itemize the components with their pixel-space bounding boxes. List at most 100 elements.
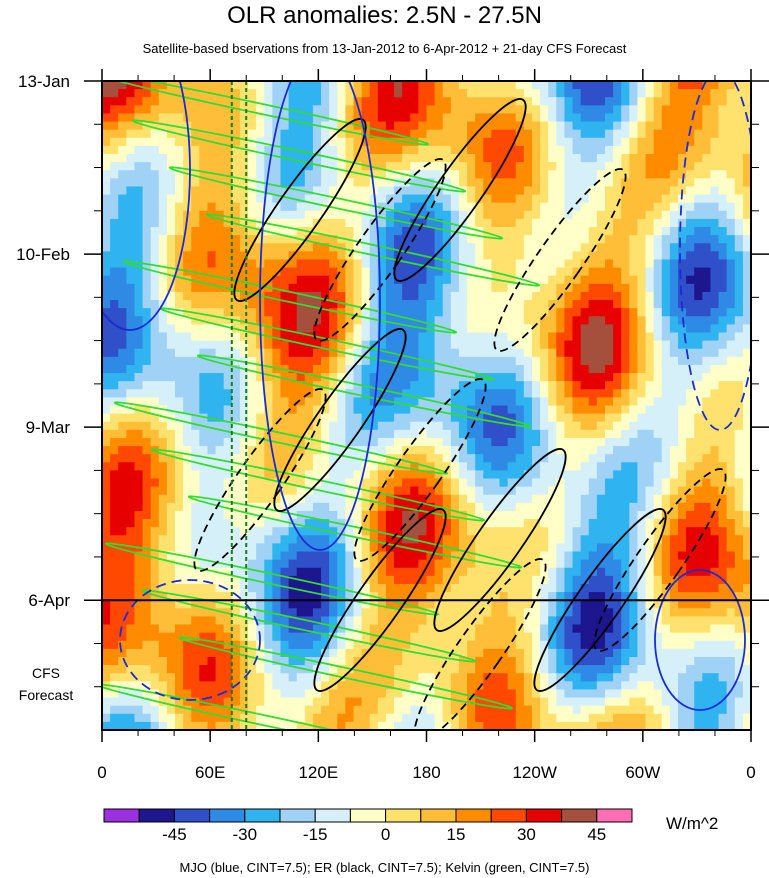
- heatmap-cell: [215, 454, 225, 463]
- heatmap-cell: [523, 186, 533, 196]
- heatmap-cell: [718, 170, 728, 179]
- heatmap-cell: [150, 89, 160, 98]
- heatmap-cell: [596, 121, 606, 131]
- heatmap-cell: [531, 527, 541, 536]
- heatmap-cell: [264, 259, 273, 269]
- heatmap-cell: [329, 259, 338, 269]
- heatmap-cell: [475, 381, 484, 390]
- heatmap-cell: [248, 227, 257, 236]
- heatmap-cell: [694, 194, 703, 204]
- heatmap-cell: [450, 202, 460, 212]
- heatmap-cell: [248, 470, 257, 480]
- heatmap-cell: [556, 283, 566, 293]
- heatmap-cell: [231, 519, 241, 528]
- heatmap-cell: [458, 267, 468, 277]
- heatmap-cell: [556, 510, 566, 520]
- heatmap-cell: [686, 202, 695, 212]
- heatmap-cell: [540, 81, 549, 90]
- heatmap-cell: [312, 210, 322, 220]
- heatmap-cell: [726, 324, 736, 334]
- heatmap-cell: [175, 535, 184, 545]
- heatmap-cell: [102, 243, 111, 252]
- heatmap-cell: [661, 227, 671, 236]
- heatmap-cell: [418, 259, 428, 269]
- heatmap-cell: [613, 316, 622, 325]
- heatmap-cell: [580, 405, 590, 415]
- heatmap-cell: [499, 170, 509, 179]
- heatmap-cell: [337, 535, 346, 545]
- heatmap-cell: [483, 510, 492, 520]
- heatmap-cell: [361, 308, 371, 317]
- heatmap-cell: [264, 251, 273, 261]
- heatmap-cell: [102, 113, 111, 123]
- heatmap-cell: [645, 170, 655, 179]
- heatmap-cell: [742, 356, 751, 366]
- heatmap-cell: [564, 405, 574, 415]
- heatmap-cell: [629, 259, 639, 269]
- heatmap-cell: [742, 462, 751, 471]
- heatmap-cell: [661, 137, 671, 147]
- heatmap-cell: [329, 519, 338, 528]
- heatmap-cell: [604, 129, 614, 139]
- heatmap-cell: [118, 105, 127, 115]
- heatmap-cell: [223, 210, 233, 220]
- heatmap-cell: [304, 381, 314, 390]
- heatmap-cell: [515, 243, 525, 252]
- heatmap-cell: [629, 283, 639, 293]
- heatmap-cell: [118, 527, 127, 536]
- heatmap-cell: [491, 494, 501, 504]
- heatmap-cell: [304, 373, 314, 382]
- heatmap-cell: [288, 324, 298, 334]
- heatmap-cell: [385, 129, 395, 139]
- heatmap-cell: [215, 154, 225, 163]
- heatmap-cell: [523, 121, 533, 131]
- heatmap-cell: [621, 364, 630, 374]
- heatmap-cell: [726, 405, 736, 415]
- heatmap-cell: [499, 519, 509, 528]
- heatmap-cell: [596, 437, 606, 447]
- heatmap-cell: [734, 105, 744, 115]
- heatmap-cell: [661, 405, 671, 415]
- heatmap-cell: [126, 381, 136, 390]
- heatmap-cell: [118, 259, 127, 269]
- heatmap-cell: [572, 243, 582, 252]
- heatmap-cell: [199, 454, 209, 463]
- heatmap-cell: [134, 494, 144, 504]
- heatmap-cell: [199, 470, 209, 480]
- heatmap-cell: [661, 446, 671, 455]
- heatmap-cell: [499, 145, 509, 155]
- heatmap-cell: [613, 202, 622, 212]
- heatmap-cell: [150, 478, 160, 488]
- heatmap-cell: [637, 502, 647, 512]
- heatmap-cell: [540, 478, 549, 488]
- heatmap-cell: [272, 210, 282, 220]
- heatmap-cell: [385, 218, 395, 228]
- heatmap-cell: [726, 486, 736, 496]
- heatmap-cell: [548, 210, 557, 220]
- heatmap-cell: [507, 535, 517, 545]
- heatmap-cell: [604, 202, 614, 212]
- heatmap-cell: [653, 243, 663, 252]
- heatmap-cell: [418, 154, 428, 163]
- heatmap-cell: [377, 113, 387, 123]
- heatmap-cell: [710, 478, 720, 488]
- heatmap-cell: [304, 283, 314, 293]
- heatmap-cell: [710, 97, 720, 106]
- heatmap-cell: [207, 478, 217, 488]
- heatmap-cell: [434, 194, 444, 204]
- heatmap-cell: [588, 283, 598, 293]
- heatmap-cell: [677, 218, 687, 228]
- heatmap-cell: [458, 519, 468, 528]
- heatmap-cell: [126, 527, 136, 536]
- heatmap-cell: [588, 129, 598, 139]
- heatmap-cell: [702, 519, 712, 528]
- heatmap-cell: [158, 364, 168, 374]
- heatmap-cell: [118, 332, 127, 342]
- heatmap-cell: [653, 470, 663, 480]
- heatmap-cell: [385, 567, 395, 577]
- heatmap-cell: [272, 405, 282, 415]
- heatmap-cell: [596, 267, 606, 277]
- heatmap-cell: [548, 413, 557, 423]
- heatmap-cell: [702, 81, 712, 90]
- heatmap-cell: [499, 470, 509, 480]
